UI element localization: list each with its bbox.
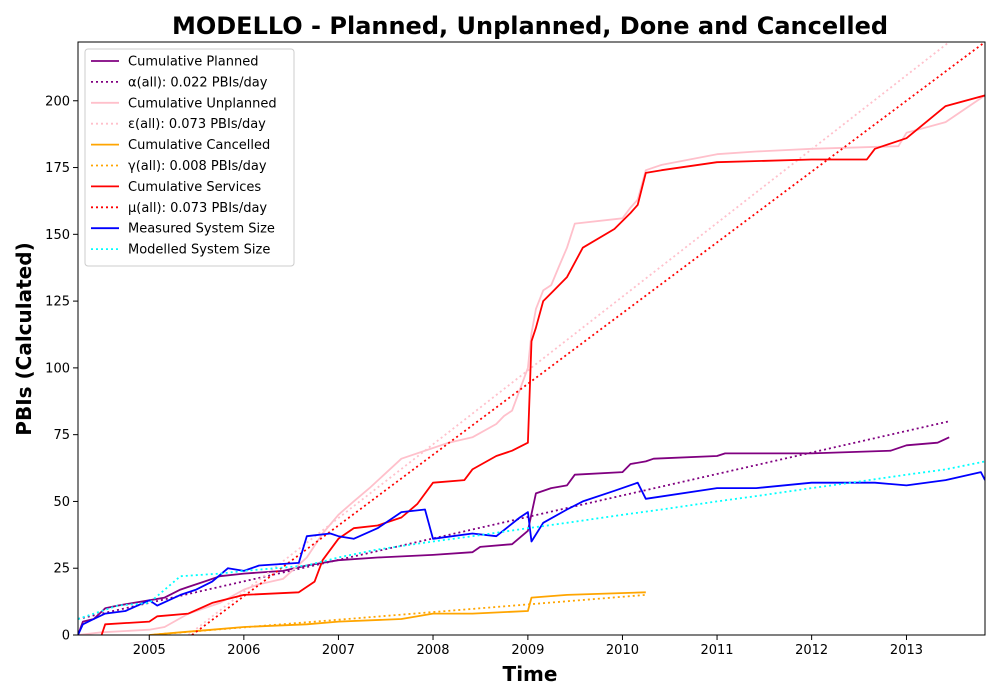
chart-title: MODELLO - Planned, Unplanned, Done and C…: [172, 12, 888, 40]
legend-label: Cumulative Cancelled: [128, 138, 270, 153]
series-line-cumulative-cancelled: [149, 591, 646, 635]
plot-frame: [77, 41, 986, 636]
y-tick-label: 200: [45, 94, 70, 109]
series-line-all-0-073-pbis-day: [191, 42, 985, 635]
x-tick-label: 2008: [416, 643, 449, 658]
y-tick-label: 25: [53, 562, 70, 577]
x-tick-label: 2009: [511, 643, 544, 658]
x-tick-label: 2007: [322, 643, 355, 658]
x-tick-label: 2006: [227, 643, 260, 658]
series-line-all-0-073-pbis-day: [187, 42, 950, 635]
x-axis: 2005 2006 2007 2008 2009 2010 2011 2012 2013: [133, 635, 923, 658]
series-line-cumulative-unplanned: [78, 94, 985, 635]
y-axis: 0 25 50 75 100 125 150 175 200: [45, 94, 78, 644]
x-axis-label: Time: [503, 662, 558, 686]
legend-label: Modelled System Size: [128, 243, 270, 258]
x-tick-label: 2012: [795, 643, 828, 658]
x-tick-label: 2013: [890, 643, 923, 658]
y-tick-label: 175: [45, 161, 70, 176]
legend-label: Cumulative Planned: [128, 55, 258, 70]
legend-label: γ(all): 0.008 PBIs/day: [128, 159, 267, 174]
series-line-all-0-008-pbis-day: [149, 594, 646, 635]
series-line-measured-system-size: [78, 471, 985, 635]
legend-box: [84, 48, 295, 267]
series-line-cumulative-services: [100, 94, 985, 635]
y-tick-label: 125: [45, 295, 70, 310]
legend-label: Measured System Size: [128, 222, 275, 237]
legend-label: α(all): 0.022 PBIs/day: [128, 75, 268, 90]
legend-label: ε(all): 0.073 PBIs/day: [128, 117, 266, 132]
legend-label: µ(all): 0.073 PBIs/day: [128, 201, 267, 216]
series-line-all-0-022-pbis-day: [78, 420, 950, 620]
y-tick-label: 75: [53, 428, 70, 443]
y-tick-label: 0: [62, 629, 70, 644]
y-tick-label: 50: [53, 495, 70, 510]
y-tick-label: 100: [45, 361, 70, 376]
legend-label: Cumulative Unplanned: [128, 96, 277, 111]
y-tick-label: 150: [45, 228, 70, 243]
legend-label: Cumulative Services: [128, 180, 261, 195]
x-tick-label: 2011: [700, 643, 733, 658]
y-axis-label: PBIs (Calculated): [12, 242, 36, 435]
x-tick-label: 2005: [133, 643, 166, 658]
series-layer: [78, 42, 985, 635]
legend: Cumulative Planned α(all): 0.022 PBIs/day…: [84, 48, 295, 267]
x-tick-label: 2010: [606, 643, 639, 658]
